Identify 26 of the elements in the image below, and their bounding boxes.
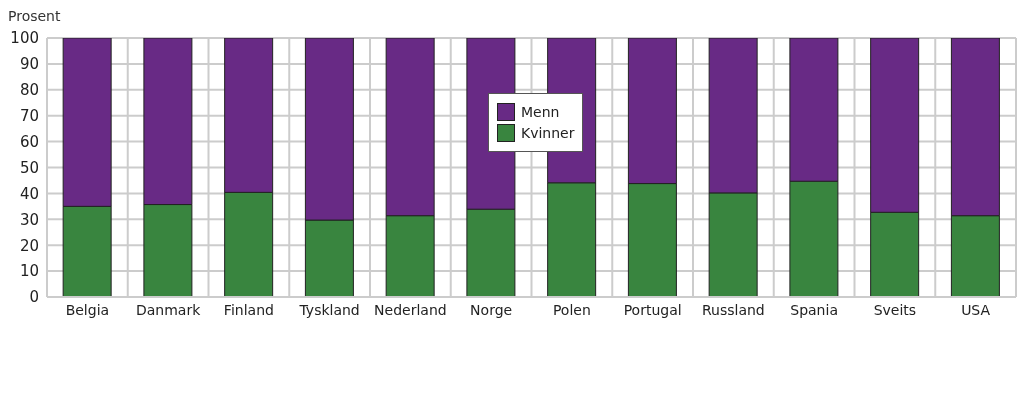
x-tick-label: Norge xyxy=(470,301,513,318)
x-tick-label: Russland xyxy=(701,301,765,318)
x-tick-label: Belgia xyxy=(65,301,110,318)
y-tick-label: 90 xyxy=(19,55,39,74)
x-tick-label: Sveits xyxy=(873,301,917,318)
y-tick-label: 0 xyxy=(29,288,39,307)
legend-label: Kvinner xyxy=(520,124,575,142)
y-axis-title: Prosent xyxy=(8,8,61,24)
y-tick-label: 70 xyxy=(19,107,39,126)
y-tick-label: 10 xyxy=(19,262,39,281)
y-tick-label: 100 xyxy=(10,29,39,48)
y-tick-label: 80 xyxy=(19,81,39,100)
y-tick-label: 40 xyxy=(19,184,39,203)
x-tick-label: Finland xyxy=(223,301,274,318)
x-tick-label: Spania xyxy=(790,301,838,318)
x-tick-label: Nederland xyxy=(374,301,447,318)
y-tick-label: 30 xyxy=(19,210,39,229)
y-tick-label: 20 xyxy=(19,236,39,255)
x-tick-label: Danmark xyxy=(135,301,202,318)
legend-label: Menn xyxy=(520,103,561,121)
x-tick-label: Polen xyxy=(552,301,591,318)
x-tick-label: USA xyxy=(961,301,991,318)
y-tick-label: 60 xyxy=(19,132,39,151)
x-tick-label: Portugal xyxy=(623,301,682,318)
y-tick-label: 50 xyxy=(19,158,39,177)
x-tick-label: Tyskland xyxy=(298,301,360,318)
